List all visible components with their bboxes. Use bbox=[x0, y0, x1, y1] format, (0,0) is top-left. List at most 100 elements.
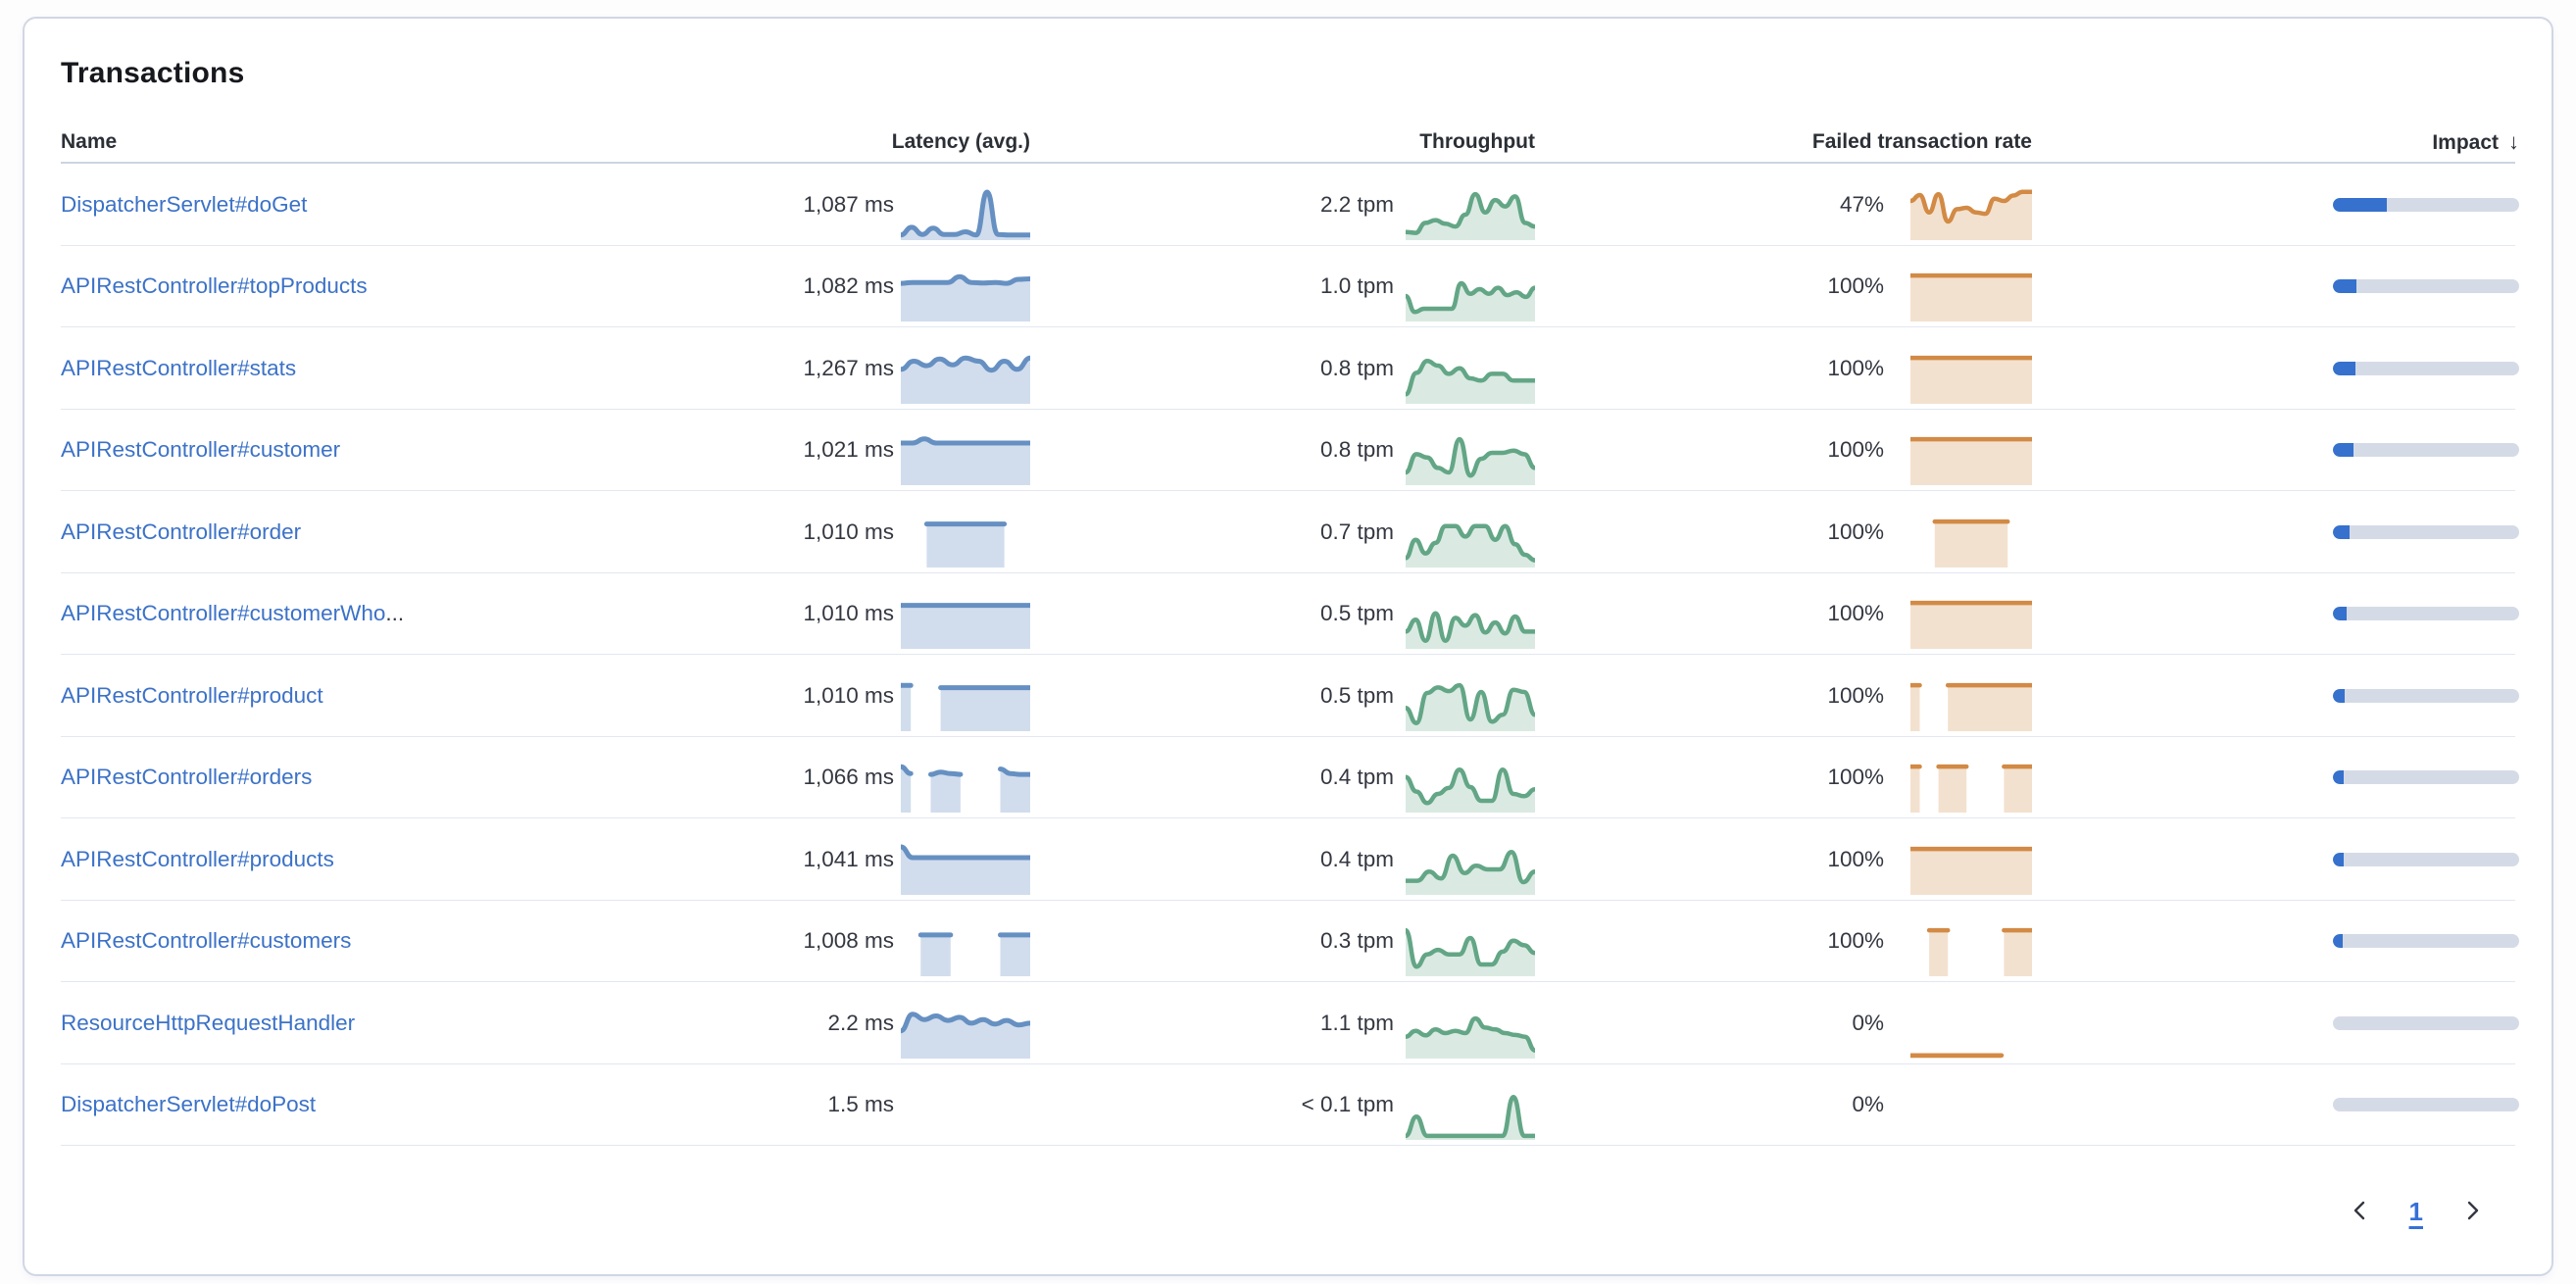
latency-sparkline bbox=[894, 737, 1030, 819]
next-page-button[interactable] bbox=[2456, 1195, 2488, 1229]
page-1-button[interactable]: 1 bbox=[2405, 1197, 2427, 1227]
latency-sparkline bbox=[894, 655, 1030, 737]
impact-cell bbox=[2032, 1098, 2519, 1112]
latency-sparkline bbox=[894, 982, 1030, 1064]
transaction-name-text: APIRestController#order bbox=[61, 519, 302, 544]
transaction-link[interactable]: DispatcherServlet#doPost bbox=[61, 1092, 737, 1117]
latency-value: 2.2 ms bbox=[827, 1010, 894, 1035]
impact-bar bbox=[2333, 361, 2519, 375]
latency-sparkline bbox=[894, 164, 1030, 246]
throughput-value: 0.5 tpm bbox=[1319, 601, 1394, 626]
latency-sparkline bbox=[894, 410, 1030, 492]
column-header-failed-rate: Failed transaction rate bbox=[1811, 130, 2032, 153]
table-row: APIRestController#topProducts 1,082 ms 1… bbox=[61, 246, 2519, 328]
throughput-sparkline bbox=[1394, 655, 1535, 737]
table-row: APIRestController#product 1,010 ms 0.5 t… bbox=[61, 655, 2519, 737]
throughput-sparkline bbox=[1394, 1064, 1535, 1147]
sort-desc-icon: ↓ bbox=[2508, 129, 2519, 154]
impact-bar bbox=[2333, 1098, 2519, 1112]
impact-bar-fill bbox=[2333, 279, 2356, 294]
throughput-sparkline bbox=[1394, 410, 1535, 492]
failed-rate-sparkline bbox=[1884, 655, 2032, 737]
chevron-right-icon bbox=[2460, 1199, 2484, 1225]
failed-rate-value: 100% bbox=[1827, 601, 1884, 626]
failed-rate-value: 100% bbox=[1827, 682, 1884, 708]
table-row: DispatcherServlet#doGet 1,087 ms 2.2 tpm… bbox=[61, 164, 2519, 246]
throughput-sparkline bbox=[1394, 982, 1535, 1064]
throughput-sparkline bbox=[1394, 164, 1535, 246]
transaction-name-text: ResourceHttpRequestHandler bbox=[61, 1010, 356, 1035]
throughput-value: 0.3 tpm bbox=[1319, 928, 1394, 954]
transaction-name-text: DispatcherServlet#doPost bbox=[61, 1092, 317, 1117]
impact-cell bbox=[2032, 197, 2519, 212]
impact-cell bbox=[2032, 524, 2519, 539]
transaction-link[interactable]: APIRestController#topProducts bbox=[61, 273, 737, 299]
transaction-link[interactable]: ResourceHttpRequestHandler bbox=[61, 1011, 737, 1036]
transaction-link[interactable]: APIRestController#customers bbox=[61, 928, 737, 954]
impact-bar-fill bbox=[2333, 852, 2345, 866]
throughput-value: 0.4 tpm bbox=[1319, 846, 1394, 871]
impact-bar bbox=[2333, 279, 2519, 294]
latency-value: 1,041 ms bbox=[803, 846, 894, 871]
failed-rate-sparkline bbox=[1884, 901, 2032, 983]
failed-rate-value: 0% bbox=[1852, 1010, 1884, 1035]
impact-bar-fill bbox=[2333, 361, 2355, 375]
failed-rate-sparkline bbox=[1884, 491, 2032, 573]
table-row: APIRestController#orders 1,066 ms 0.4 tp… bbox=[61, 737, 2519, 819]
failed-rate-sparkline bbox=[1884, 573, 2032, 656]
column-header-impact-label: Impact bbox=[2432, 131, 2499, 154]
latency-value: 1,267 ms bbox=[803, 355, 894, 380]
impact-bar bbox=[2333, 607, 2519, 621]
impact-cell bbox=[2032, 688, 2519, 703]
throughput-value: 0.5 tpm bbox=[1319, 682, 1394, 708]
failed-rate-value: 100% bbox=[1827, 355, 1884, 380]
transaction-name-text: APIRestController#products bbox=[61, 846, 334, 871]
throughput-value: 0.8 tpm bbox=[1319, 437, 1394, 463]
impact-bar bbox=[2333, 770, 2519, 785]
throughput-sparkline bbox=[1394, 246, 1535, 328]
transaction-link[interactable]: APIRestController#product bbox=[61, 683, 737, 709]
impact-bar bbox=[2333, 443, 2519, 458]
transactions-panel: Transactions Name Latency (avg.) Through… bbox=[23, 17, 2553, 1276]
column-header-impact[interactable]: Impact ↓ bbox=[2032, 129, 2519, 155]
transaction-link[interactable]: APIRestController#order bbox=[61, 519, 737, 545]
failed-rate-sparkline bbox=[1884, 327, 2032, 410]
transaction-name-text: APIRestController#orders bbox=[61, 765, 313, 790]
transaction-link[interactable]: APIRestController#customer bbox=[61, 437, 737, 463]
impact-cell bbox=[2032, 852, 2519, 866]
transaction-link[interactable]: APIRestController#customerWho... bbox=[61, 601, 737, 626]
table-row: APIRestController#stats 1,267 ms 0.8 tpm… bbox=[61, 327, 2519, 410]
transaction-name-text: DispatcherServlet#doGet bbox=[61, 191, 308, 217]
latency-value: 1,010 ms bbox=[803, 519, 894, 544]
transaction-name-text: APIRestController#customers bbox=[61, 928, 352, 954]
transaction-link[interactable]: APIRestController#stats bbox=[61, 356, 737, 381]
impact-bar bbox=[2333, 1015, 2519, 1030]
impact-bar-fill bbox=[2333, 443, 2353, 458]
transaction-link[interactable]: APIRestController#orders bbox=[61, 765, 737, 790]
throughput-sparkline bbox=[1394, 818, 1535, 901]
previous-page-button[interactable] bbox=[2345, 1195, 2376, 1229]
impact-cell bbox=[2032, 443, 2519, 458]
transaction-link[interactable]: DispatcherServlet#doGet bbox=[61, 192, 737, 218]
latency-value: 1,082 ms bbox=[803, 273, 894, 299]
failed-rate-value: 100% bbox=[1827, 765, 1884, 790]
impact-bar bbox=[2333, 197, 2519, 212]
impact-bar-fill bbox=[2333, 770, 2345, 785]
column-header-name: Name bbox=[61, 130, 118, 153]
column-header-latency: Latency (avg.) bbox=[891, 130, 1030, 153]
column-header-throughput: Throughput bbox=[1419, 130, 1535, 153]
impact-cell bbox=[2032, 361, 2519, 375]
table-body: DispatcherServlet#doGet 1,087 ms 2.2 tpm… bbox=[61, 164, 2519, 1147]
failed-rate-value: 0% bbox=[1852, 1092, 1884, 1117]
truncation-ellipsis: ... bbox=[385, 601, 405, 626]
failed-rate-sparkline bbox=[1884, 1064, 2032, 1147]
throughput-value: < 0.1 tpm bbox=[1301, 1092, 1394, 1117]
impact-bar bbox=[2333, 852, 2519, 866]
failed-rate-value: 100% bbox=[1827, 273, 1884, 299]
impact-bar-fill bbox=[2333, 524, 2351, 539]
latency-value: 1,008 ms bbox=[803, 928, 894, 954]
transaction-name-text: APIRestController#stats bbox=[61, 355, 297, 380]
transaction-link[interactable]: APIRestController#products bbox=[61, 847, 737, 872]
throughput-sparkline bbox=[1394, 491, 1535, 573]
impact-bar bbox=[2333, 688, 2519, 703]
